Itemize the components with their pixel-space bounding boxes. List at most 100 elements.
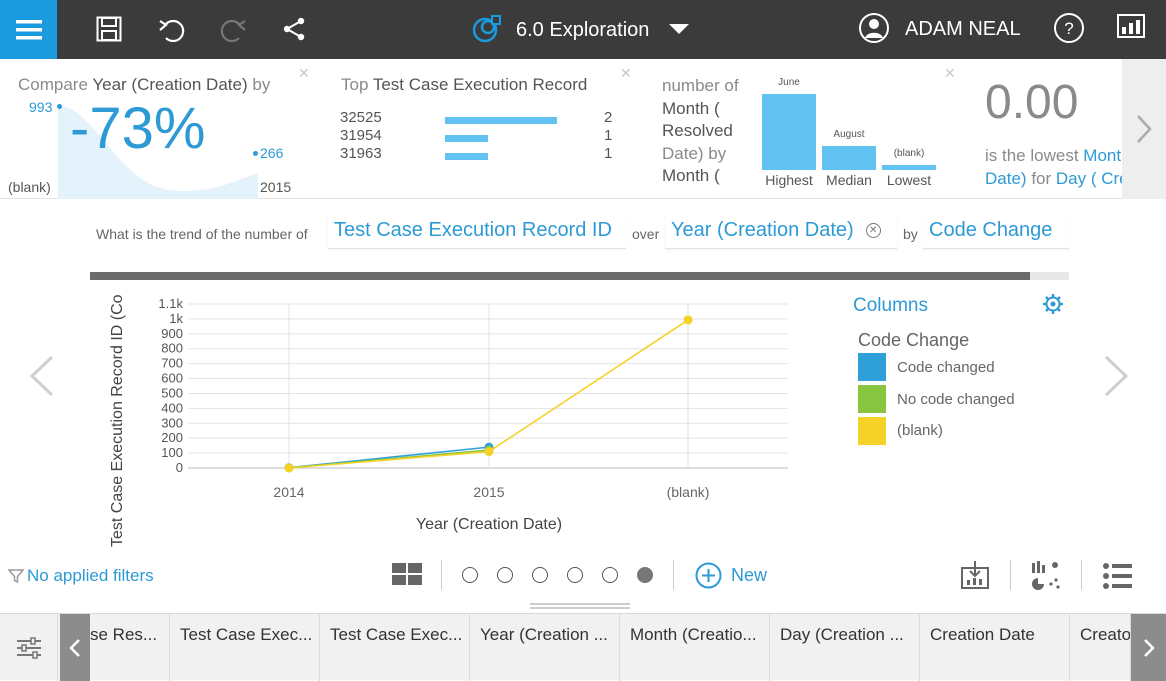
chevron-left-icon (29, 355, 54, 397)
chart-scrollbar-track[interactable] (90, 272, 1069, 280)
field-tab[interactable]: Day (Creation ... (770, 614, 920, 681)
dimension-chip[interactable]: Year (Creation Date) ✕ (665, 213, 897, 249)
chevron-down-icon (669, 24, 689, 34)
compare-start-dot (57, 104, 62, 109)
field-tab[interactable]: se Res... (90, 614, 170, 681)
field-tab[interactable]: Month (Creatio... (620, 614, 770, 681)
field-tab[interactable]: Creation Date (920, 614, 1070, 681)
compare-title-field: Year (Creation Date) (92, 75, 248, 94)
undo-button[interactable] (157, 14, 187, 44)
close-top-card-button[interactable]: ✕ (620, 65, 632, 81)
top-row-value: 2 (604, 109, 613, 126)
new-chart-button[interactable]: New (695, 562, 767, 589)
hamburger-menu-button[interactable] (0, 0, 57, 59)
split-chip[interactable]: Code Change (923, 213, 1069, 249)
filter-icon (8, 569, 24, 584)
compare-card[interactable]: Compare Year (Creation Date) by 993 -73%… (0, 59, 318, 199)
cards-next-button[interactable] (1122, 59, 1166, 199)
field-tab[interactable]: Test Case Exec... (170, 614, 320, 681)
question-over: over (632, 226, 660, 242)
data-point[interactable] (284, 463, 294, 473)
page-dot[interactable] (637, 567, 653, 583)
top-card[interactable]: Top Test Case Execution Record 32525 2 319… (330, 59, 640, 199)
chart-types-icon (1032, 561, 1060, 590)
chevron-right-icon (1137, 115, 1152, 143)
field-tab[interactable]: Year (Creation ... (470, 614, 620, 681)
compare-start-label: (blank) (8, 179, 51, 195)
remove-dimension-icon[interactable]: ✕ (865, 223, 881, 238)
y-tick-label: 500 (161, 385, 183, 400)
legend-label-no-code-changed[interactable]: No code changed (897, 391, 1015, 408)
legend-label-blank[interactable]: (blank) (897, 422, 943, 439)
top-bar: 6.0 Exploration ADAM NEAL ? (0, 0, 1166, 59)
legend-swatch-no-code-changed[interactable] (858, 385, 886, 413)
save-icon (96, 16, 122, 42)
user-avatar[interactable] (858, 12, 890, 44)
distribution-text-line: Resolved (662, 121, 733, 140)
legend-swatch-code-changed[interactable] (858, 353, 886, 381)
chart-scrollbar-thumb[interactable] (90, 272, 1030, 280)
distribution-bar-label: August (833, 129, 865, 140)
close-compare-card-button[interactable]: ✕ (298, 65, 310, 81)
y-tick-label: 400 (161, 400, 183, 415)
save-button[interactable] (94, 14, 124, 44)
drag-handle[interactable] (530, 603, 630, 605)
data-point[interactable] (683, 315, 693, 325)
distribution-text: number of Month (Resolved Date) by Month ( (662, 75, 752, 188)
download-icon (961, 561, 989, 589)
lowest-card[interactable]: 0.00 is the lowest Month ( Date) for Day… (970, 59, 1122, 199)
top-row-label: 31954 (340, 127, 382, 144)
question-by: by (903, 226, 918, 242)
y-tick-label: 900 (161, 326, 183, 341)
share-icon (283, 17, 305, 41)
title-dropdown-button[interactable] (668, 22, 692, 38)
fields-next-button[interactable] (1131, 614, 1166, 681)
top-card-title: Top Test Case Execution Record (341, 75, 631, 95)
fields-prev-button[interactable] (60, 614, 90, 681)
page-dot[interactable] (497, 567, 513, 583)
top-title-prefix: Top (341, 75, 369, 94)
distribution-card[interactable]: number of Month (Resolved Date) by Month ( … (655, 59, 960, 199)
chevron-left-icon (69, 638, 80, 657)
redo-button[interactable] (218, 14, 248, 44)
user-name[interactable]: ADAM NEAL (905, 18, 1021, 40)
legend-swatch-blank[interactable] (858, 417, 886, 445)
x-tick-label: 2014 (273, 484, 304, 500)
field-tab[interactable]: Test Case Exec... (320, 614, 470, 681)
field-settings-button[interactable] (0, 614, 58, 681)
share-button[interactable] (279, 14, 309, 44)
y-axis-title: Test Case Execution Record ID (Co (109, 294, 126, 547)
close-distribution-card-button[interactable]: ✕ (944, 65, 956, 81)
field-tab[interactable]: Creato (1070, 614, 1131, 681)
new-chart-label: New (731, 565, 768, 585)
legend-settings-button[interactable] (1042, 293, 1064, 315)
next-chart-button[interactable] (1102, 355, 1132, 399)
distribution-bar (882, 165, 936, 170)
data-point[interactable] (484, 447, 494, 457)
y-tick-label: 800 (161, 341, 183, 356)
compare-end-dot (253, 151, 258, 156)
compare-end-value: 266 (260, 145, 284, 161)
page-dot[interactable] (532, 567, 548, 583)
distribution-text-line: number of (662, 76, 739, 95)
sliders-icon (16, 636, 41, 659)
distribution-axis-label: Lowest (886, 172, 932, 188)
legend-subtitle: Code Change (858, 330, 970, 350)
legend-label-code-changed[interactable]: Code changed (897, 359, 995, 376)
previous-chart-button[interactable] (28, 355, 58, 399)
page-dot[interactable] (462, 567, 478, 583)
top-row-bar (445, 135, 488, 142)
legend-title: Columns (853, 295, 928, 316)
measure-chip[interactable]: Test Case Execution Record ID (328, 213, 626, 249)
report-title[interactable]: 6.0 Exploration (516, 19, 650, 41)
help-button[interactable]: ? (1053, 12, 1085, 44)
dashboard-button[interactable] (1116, 12, 1146, 42)
download-button[interactable] (960, 560, 990, 590)
filters-button[interactable]: No applied filters (8, 566, 154, 586)
page-dot[interactable] (567, 567, 583, 583)
page-dot[interactable] (602, 567, 618, 583)
grid-view-button[interactable] (392, 563, 422, 587)
chart-types-button[interactable] (1030, 560, 1062, 590)
list-view-button[interactable] (1102, 561, 1134, 591)
